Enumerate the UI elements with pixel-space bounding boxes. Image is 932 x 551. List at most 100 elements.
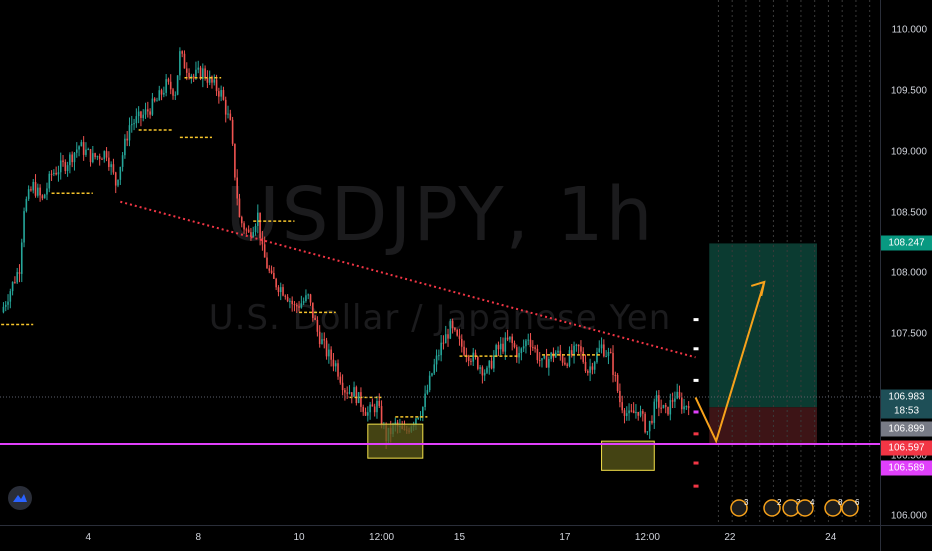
candle-body — [69, 154, 71, 166]
candle-body — [71, 154, 73, 163]
candle-body — [346, 392, 348, 394]
price-plot[interactable]: 323486 — [0, 0, 880, 525]
candle-body — [483, 372, 486, 376]
event-badge-count: 4 — [810, 498, 815, 507]
candle-body — [298, 306, 300, 308]
projection-path — [694, 281, 766, 444]
candle-body — [75, 149, 78, 153]
candle-body — [621, 402, 623, 411]
candle-body — [147, 109, 149, 112]
candle-body — [25, 198, 28, 212]
candle-body — [103, 151, 106, 160]
candle-body — [142, 114, 145, 118]
profile-tick — [693, 378, 699, 382]
candle-body — [270, 270, 273, 273]
profile-tick — [693, 410, 699, 414]
candle-body — [440, 342, 442, 356]
candle-body — [360, 392, 362, 407]
tradingview-logo-icon[interactable] — [8, 486, 32, 510]
candle-body — [279, 287, 282, 293]
candle-body — [73, 152, 76, 163]
candle-body — [14, 281, 16, 283]
candle-body — [529, 339, 532, 348]
candle-body — [575, 344, 578, 346]
candle-body — [635, 411, 637, 414]
candle-body — [664, 405, 667, 407]
candle-body — [156, 100, 158, 102]
candle-body — [328, 349, 330, 357]
candle-body — [176, 75, 179, 95]
time-axis[interactable]: 4 8 10 12:00 15 17 12:00 22 24 — [0, 525, 880, 551]
candle-body — [160, 90, 163, 95]
candle-body — [204, 68, 206, 79]
candle-body — [662, 405, 665, 409]
time-tick-label: 12:00 — [369, 532, 395, 543]
candle-body — [415, 418, 417, 425]
candle-body — [355, 387, 358, 404]
candle-body — [62, 160, 64, 163]
candle-body — [513, 343, 516, 348]
profit-zone — [709, 243, 817, 408]
candle-body — [87, 149, 90, 151]
candle-body — [4, 304, 7, 307]
candle-body — [598, 348, 601, 353]
candle-body — [504, 337, 507, 352]
candle-body — [499, 343, 502, 350]
candle-body — [300, 303, 303, 308]
candle-body — [477, 357, 479, 369]
candle-body — [348, 392, 351, 394]
candle-body — [183, 53, 186, 69]
candle-body — [671, 400, 674, 402]
candle-body — [295, 304, 298, 307]
candle-body — [82, 142, 85, 155]
candle-body — [669, 400, 672, 415]
candle-body — [43, 194, 46, 199]
candle-body — [167, 79, 170, 82]
candle-body — [522, 346, 525, 349]
candle-body — [57, 172, 60, 175]
candle-body — [447, 334, 449, 339]
profile-tick — [693, 432, 699, 436]
candle-body — [2, 306, 5, 313]
candle-body — [140, 111, 142, 118]
candle-body — [653, 401, 656, 423]
time-tick-label: 15 — [453, 532, 466, 543]
candle-body — [245, 229, 248, 231]
time-tick-label: 10 — [293, 532, 305, 543]
profile-tick — [693, 484, 699, 488]
candle-body — [683, 406, 685, 410]
price-tick-label: 108.000 — [890, 267, 927, 279]
candle-body — [9, 291, 12, 302]
candle-body — [7, 301, 9, 305]
candle-body — [105, 151, 108, 158]
price-tag: 106.597 — [881, 440, 932, 456]
candle-body — [334, 363, 337, 367]
candle-body — [460, 338, 463, 347]
candle-body — [655, 395, 658, 402]
candle-body — [493, 355, 495, 369]
candle-body — [293, 304, 296, 306]
candle-body — [27, 189, 30, 199]
candle-body — [314, 317, 316, 320]
candle-body — [289, 300, 291, 302]
candle-body — [273, 272, 275, 279]
candle-body — [486, 367, 488, 373]
candle-body — [94, 153, 96, 158]
candle-body — [208, 76, 211, 83]
candle-body — [305, 295, 307, 302]
profile-tick — [693, 347, 699, 351]
candle-body — [559, 350, 562, 357]
candle-body — [268, 268, 271, 271]
time-tick-label: 24 — [825, 532, 837, 543]
candle-body — [98, 156, 101, 159]
candle-body — [252, 232, 255, 237]
candle-body — [16, 272, 18, 283]
candle-body — [587, 371, 589, 373]
candle-body — [124, 138, 126, 156]
candle-body — [431, 373, 433, 376]
candle-body — [658, 395, 660, 408]
candle-body — [284, 295, 287, 297]
candle-body — [133, 123, 135, 125]
candle-body — [55, 172, 57, 175]
